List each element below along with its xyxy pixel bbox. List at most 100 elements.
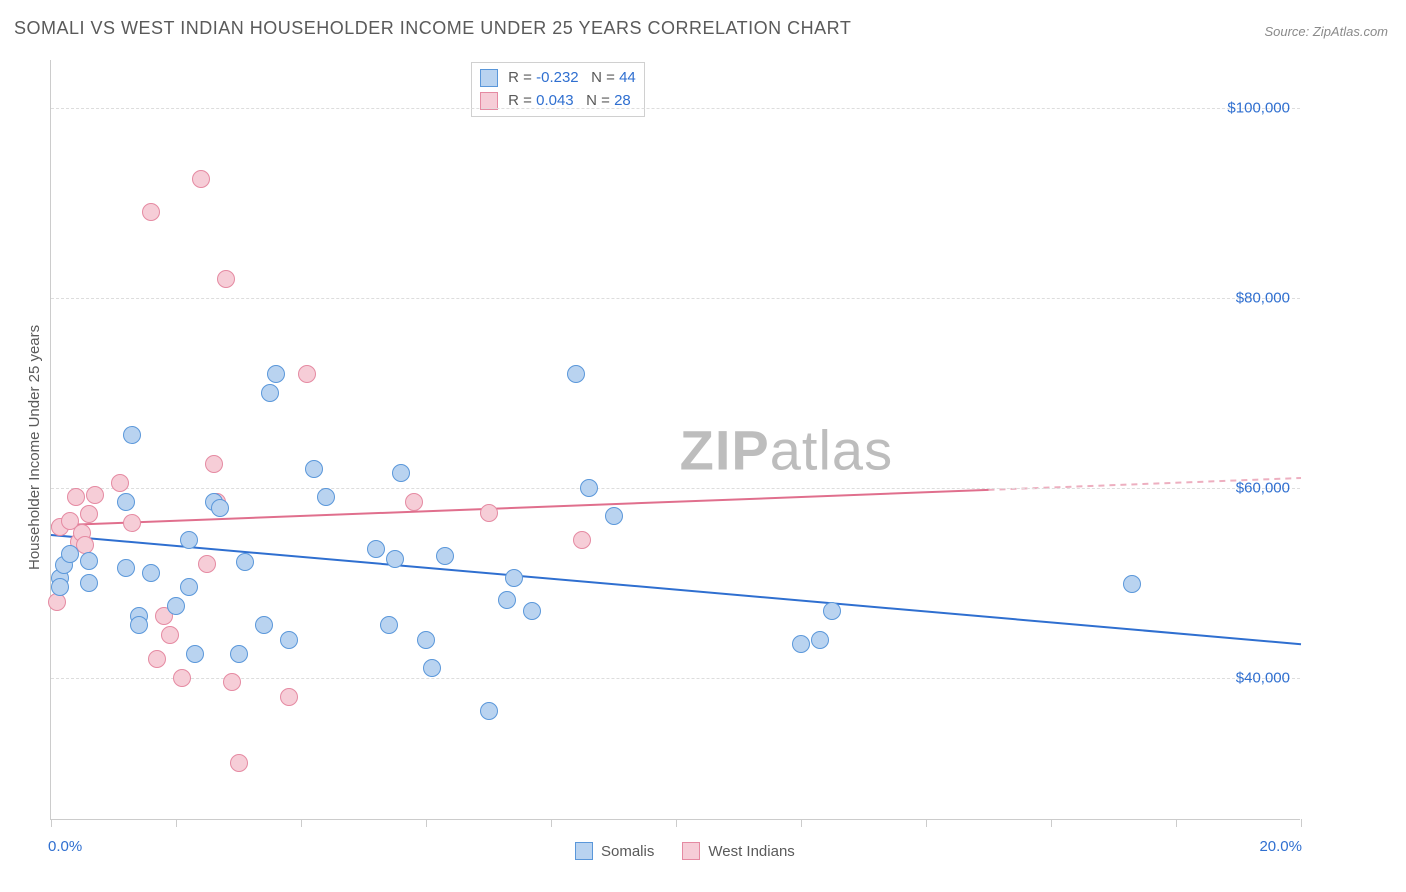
west_indians-marker — [198, 555, 216, 573]
somalis-trend-line — [51, 535, 1301, 644]
west_indians-marker — [76, 536, 94, 554]
somalis-marker — [117, 559, 135, 577]
somalis-marker — [1123, 575, 1141, 593]
somalis-marker — [305, 460, 323, 478]
x-tick — [51, 819, 52, 827]
chart-title: SOMALI VS WEST INDIAN HOUSEHOLDER INCOME… — [14, 18, 851, 39]
somalis-marker — [505, 569, 523, 587]
legend: Somalis West Indians — [575, 842, 795, 860]
stats-row-somalis: R = -0.232 N = 44 — [480, 67, 636, 90]
somalis-marker — [380, 616, 398, 634]
somalis-marker — [498, 591, 516, 609]
somalis-legend-swatch-icon — [575, 842, 593, 860]
somalis-marker — [230, 645, 248, 663]
somalis-marker — [267, 365, 285, 383]
y-tick-label: $80,000 — [1236, 289, 1290, 306]
somalis-marker — [255, 616, 273, 634]
somalis-marker — [80, 552, 98, 570]
west_indians-marker — [148, 650, 166, 668]
x-axis-min-label: 0.0% — [48, 838, 82, 855]
west_indians-marker — [217, 270, 235, 288]
somalis-marker — [211, 499, 229, 517]
somalis-marker — [580, 479, 598, 497]
west_indians-marker — [80, 505, 98, 523]
somalis-marker — [417, 631, 435, 649]
somalis-marker — [823, 602, 841, 620]
somalis-marker — [130, 616, 148, 634]
west_indians-marker — [298, 365, 316, 383]
y-tick-label: $60,000 — [1236, 479, 1290, 496]
x-tick — [926, 819, 927, 827]
west_indians-marker — [142, 203, 160, 221]
stats-row-west_indians: R = 0.043 N = 28 — [480, 90, 636, 113]
west_indians-marker — [480, 504, 498, 522]
somalis-marker — [386, 550, 404, 568]
somalis-marker — [317, 488, 335, 506]
legend-label: Somalis — [601, 843, 654, 860]
somalis-marker — [80, 574, 98, 592]
gridline — [51, 488, 1300, 489]
y-tick-label: $40,000 — [1236, 669, 1290, 686]
somalis-marker — [123, 426, 141, 444]
stats-text: R = 0.043 N = 28 — [504, 90, 631, 113]
west_indians-marker — [573, 531, 591, 549]
west_indians-marker — [86, 486, 104, 504]
west_indians-marker — [111, 474, 129, 492]
somalis-marker — [567, 365, 585, 383]
somalis-marker — [367, 540, 385, 558]
x-tick — [1051, 819, 1052, 827]
somalis-marker — [811, 631, 829, 649]
somalis-marker — [186, 645, 204, 663]
plot-area: ZIPatlas R = -0.232 N = 44 R = 0.043 N =… — [50, 60, 1300, 820]
west_indians-marker — [405, 493, 423, 511]
west_indians-marker — [223, 673, 241, 691]
west_indians-marker — [173, 669, 191, 687]
west_indians-marker — [192, 170, 210, 188]
west_indians-marker — [280, 688, 298, 706]
x-tick — [176, 819, 177, 827]
west_indians-marker — [205, 455, 223, 473]
legend-label: West Indians — [708, 843, 794, 860]
somalis-marker — [480, 702, 498, 720]
somalis-marker — [180, 531, 198, 549]
somalis-marker — [605, 507, 623, 525]
somalis-marker — [167, 597, 185, 615]
west_indians-marker — [123, 514, 141, 532]
x-tick — [1301, 819, 1302, 827]
x-tick — [801, 819, 802, 827]
x-axis-max-label: 20.0% — [1259, 838, 1302, 855]
legend-item-west_indians: West Indians — [682, 842, 794, 860]
somalis-marker — [261, 384, 279, 402]
y-axis-title: Householder Income Under 25 years — [26, 325, 43, 570]
somalis-swatch-icon — [480, 69, 498, 87]
x-tick — [426, 819, 427, 827]
somalis-marker — [436, 547, 454, 565]
trend-lines-layer — [51, 60, 1301, 820]
y-tick-label: $100,000 — [1227, 99, 1290, 116]
x-tick — [551, 819, 552, 827]
somalis-marker — [423, 659, 441, 677]
somalis-marker — [792, 635, 810, 653]
gridline — [51, 108, 1300, 109]
west_indians-marker — [230, 754, 248, 772]
somalis-marker — [117, 493, 135, 511]
west_indians-legend-swatch-icon — [682, 842, 700, 860]
somalis-marker — [51, 578, 69, 596]
somalis-marker — [392, 464, 410, 482]
somalis-marker — [180, 578, 198, 596]
stats-text: R = -0.232 N = 44 — [504, 67, 636, 90]
somalis-marker — [523, 602, 541, 620]
somalis-marker — [236, 553, 254, 571]
gridline — [51, 298, 1300, 299]
x-tick — [676, 819, 677, 827]
west_indians-marker — [67, 488, 85, 506]
source-attribution: Source: ZipAtlas.com — [1264, 24, 1388, 39]
correlation-stats-box: R = -0.232 N = 44 R = 0.043 N = 28 — [471, 62, 645, 117]
x-tick — [1176, 819, 1177, 827]
somalis-marker — [280, 631, 298, 649]
somalis-marker — [61, 545, 79, 563]
west_indians-marker — [161, 626, 179, 644]
x-tick — [301, 819, 302, 827]
legend-item-somalis: Somalis — [575, 842, 654, 860]
somalis-marker — [142, 564, 160, 582]
